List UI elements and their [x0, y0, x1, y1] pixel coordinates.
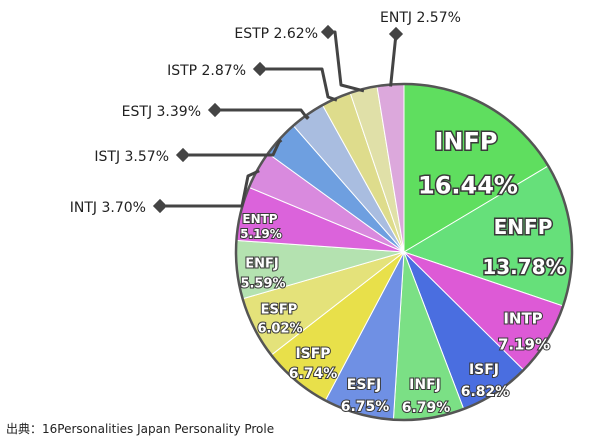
slice-value-entp: 5.19% — [240, 227, 282, 241]
slice-label-esfj: ESFJ — [347, 377, 381, 393]
callout-label-istp: ISTP 2.87% — [167, 63, 246, 79]
slice-labels: INFP 16.44% ENFP 13.78% INTP 7.19% ISFJ 6.82% IN… — [239, 126, 567, 417]
slice-value-enfj: 5.59% — [240, 277, 285, 292]
slice-value-esfp: 6.02% — [257, 322, 302, 337]
callout-marker-estj — [207, 102, 223, 118]
callout-line-estj — [221, 108, 310, 120]
callout-marker-istj — [175, 147, 191, 163]
pie-slices — [234, 82, 574, 422]
callout-labels: INTJ 3.70% ISTJ 3.57% ESTJ 3.39% ISTP 2.87%… — [70, 10, 461, 216]
callout-line-istp — [266, 67, 338, 102]
slice-label-isfj: ISFJ — [469, 362, 499, 378]
pie-outline — [234, 82, 574, 422]
callout-marker-istp — [252, 61, 268, 77]
slice-label-enfp: ENFP — [494, 215, 553, 239]
callout-line-estp — [333, 30, 365, 93]
callout-marker-entj — [388, 26, 404, 42]
slice-label-isfp: ISFP — [295, 346, 330, 362]
slice-label-entp: ENTP — [242, 212, 277, 226]
slice-label-esfp: ESFP — [261, 303, 298, 318]
slice-value-isfp: 6.74% — [289, 366, 338, 382]
callout-label-estj: ESTJ 3.39% — [122, 104, 201, 120]
callout-label-entj: ENTJ 2.57% — [380, 10, 461, 26]
slice-value-intp: 7.19% — [498, 335, 550, 353]
slice-label-intp: INTP — [503, 309, 542, 327]
callout-label-istj: ISTJ 3.57% — [94, 149, 169, 165]
slice-value-infp: 16.44% — [418, 171, 518, 199]
callout-line-intj — [166, 169, 260, 208]
slice-value-isfj: 6.82% — [461, 384, 510, 400]
source-note: 出典：16Personalities Japan Personality Pro… — [6, 422, 275, 436]
callout-marker-intj — [152, 198, 168, 214]
callout-marker-estp — [320, 24, 336, 40]
slice-label-infp: INFP — [435, 127, 498, 155]
slice-value-enfp: 13.78% — [482, 255, 565, 279]
callout-line-istj — [189, 138, 283, 157]
callout-label-intj: INTJ 3.70% — [70, 200, 146, 216]
callout-label-estp: ESTP 2.62% — [234, 26, 318, 42]
callout-line-entj — [389, 33, 398, 87]
slice-value-infj: 6.79% — [402, 400, 451, 416]
slice-label-infj: INFJ — [409, 377, 441, 393]
slice-label-enfj: ENFJ — [245, 257, 278, 272]
slice-value-esfj: 6.75% — [341, 399, 390, 415]
